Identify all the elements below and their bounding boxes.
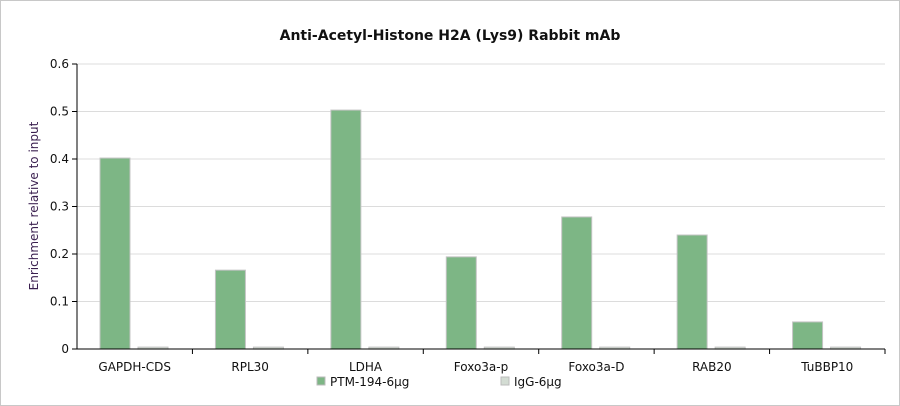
x-tick-label: LDHA [349,360,383,374]
x-tick-label: GAPDH-CDS [98,360,171,374]
y-tick-label: 0.4 [50,152,69,166]
x-tick-label: RAB20 [692,360,732,374]
x-tick-label: TuBBP10 [800,360,853,374]
y-axis-label: Enrichment relative to input [27,121,41,290]
y-tick-label: 0.6 [50,57,69,71]
bar-ptm [330,109,362,350]
x-tick-label: RPL30 [231,360,269,374]
legend-label: PTM-194-6μg [330,375,409,389]
x-tick-label: Foxo3a-p [454,360,508,374]
bar-ptm [561,216,593,350]
y-tick-label: 0.1 [50,295,69,309]
y-tick-label: 0.5 [50,105,69,119]
y-tick-label: 0 [61,342,69,356]
bar-ptm [445,256,477,350]
legend-swatch [500,376,510,386]
x-tick-label: Foxo3a-D [568,360,624,374]
bar-ptm [792,321,824,350]
y-tick-label: 0.2 [50,247,69,261]
bar-ptm [676,234,708,350]
legend-swatch [316,376,326,386]
legend-label: IgG-6μg [514,375,562,389]
y-tick-label: 0.3 [50,200,69,214]
bar-ptm [99,157,131,350]
chart-title: Anti-Acetyl-Histone H2A (Lys9) Rabbit mA… [280,28,621,44]
bar-ptm [214,269,246,350]
